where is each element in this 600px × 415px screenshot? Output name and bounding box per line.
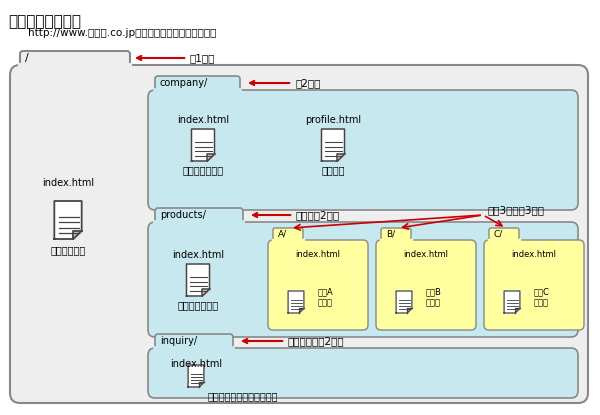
Text: 製品情報トップ: 製品情報トップ (178, 300, 218, 310)
FancyBboxPatch shape (381, 228, 411, 240)
FancyBboxPatch shape (376, 240, 476, 330)
Text: サイトの階層構造: サイトの階層構造 (8, 14, 81, 29)
FancyBboxPatch shape (10, 65, 588, 403)
FancyBboxPatch shape (268, 240, 368, 330)
FancyBboxPatch shape (484, 240, 584, 330)
Polygon shape (407, 308, 412, 313)
FancyBboxPatch shape (148, 90, 578, 210)
Text: index.html: index.html (42, 178, 94, 188)
Text: これだって第2階層: これだって第2階層 (243, 336, 344, 346)
Polygon shape (187, 264, 209, 296)
FancyBboxPatch shape (155, 76, 240, 90)
Polygon shape (288, 291, 304, 313)
Text: profile.html: profile.html (305, 115, 361, 125)
Polygon shape (515, 308, 520, 313)
Text: A/: A/ (278, 229, 287, 239)
Polygon shape (396, 291, 412, 313)
Text: トップページ: トップページ (50, 245, 86, 255)
FancyBboxPatch shape (155, 334, 233, 348)
Text: index.html: index.html (511, 250, 557, 259)
Text: inquiry/: inquiry/ (160, 336, 197, 346)
Polygon shape (55, 201, 82, 239)
FancyBboxPatch shape (155, 208, 243, 222)
FancyBboxPatch shape (273, 228, 303, 240)
FancyBboxPatch shape (148, 222, 578, 337)
Text: 製品C
トップ: 製品C トップ (534, 287, 550, 307)
Text: B/: B/ (386, 229, 395, 239)
Text: 第2階層: 第2階層 (250, 78, 320, 88)
Text: company/: company/ (160, 78, 208, 88)
Polygon shape (188, 365, 204, 387)
FancyBboxPatch shape (148, 348, 578, 398)
Text: http://www.＊＊＊.co.jpというウェブサーバ内の様子: http://www.＊＊＊.co.jpというウェブサーバ内の様子 (28, 28, 217, 38)
Text: この3つは第3階層: この3つは第3階層 (488, 205, 545, 215)
Text: /: / (25, 53, 29, 63)
Text: 製品B
トップ: 製品B トップ (426, 287, 442, 307)
Text: 第1階層: 第1階層 (137, 53, 215, 63)
Polygon shape (337, 154, 344, 161)
FancyBboxPatch shape (20, 51, 130, 65)
Polygon shape (191, 129, 215, 161)
FancyBboxPatch shape (489, 228, 519, 240)
Polygon shape (73, 231, 82, 239)
Polygon shape (322, 129, 344, 161)
Text: C/: C/ (494, 229, 503, 239)
Text: お問い合わせ（フォーム）: お問い合わせ（フォーム） (208, 391, 278, 401)
Polygon shape (299, 308, 304, 313)
Text: 製品A
トップ: 製品A トップ (318, 287, 334, 307)
Polygon shape (199, 382, 204, 387)
Text: index.html: index.html (404, 250, 449, 259)
Text: 会社概要: 会社概要 (321, 165, 345, 175)
Text: index.html: index.html (177, 115, 229, 125)
Text: products/: products/ (160, 210, 206, 220)
Text: index.html: index.html (172, 250, 224, 260)
Text: これも第2階層: これも第2階層 (253, 210, 340, 220)
Text: index.html: index.html (170, 359, 222, 369)
Polygon shape (504, 291, 520, 313)
Polygon shape (202, 289, 209, 296)
Polygon shape (208, 154, 215, 161)
Text: index.html: index.html (296, 250, 341, 259)
Text: 企業情報トップ: 企業情報トップ (182, 165, 224, 175)
